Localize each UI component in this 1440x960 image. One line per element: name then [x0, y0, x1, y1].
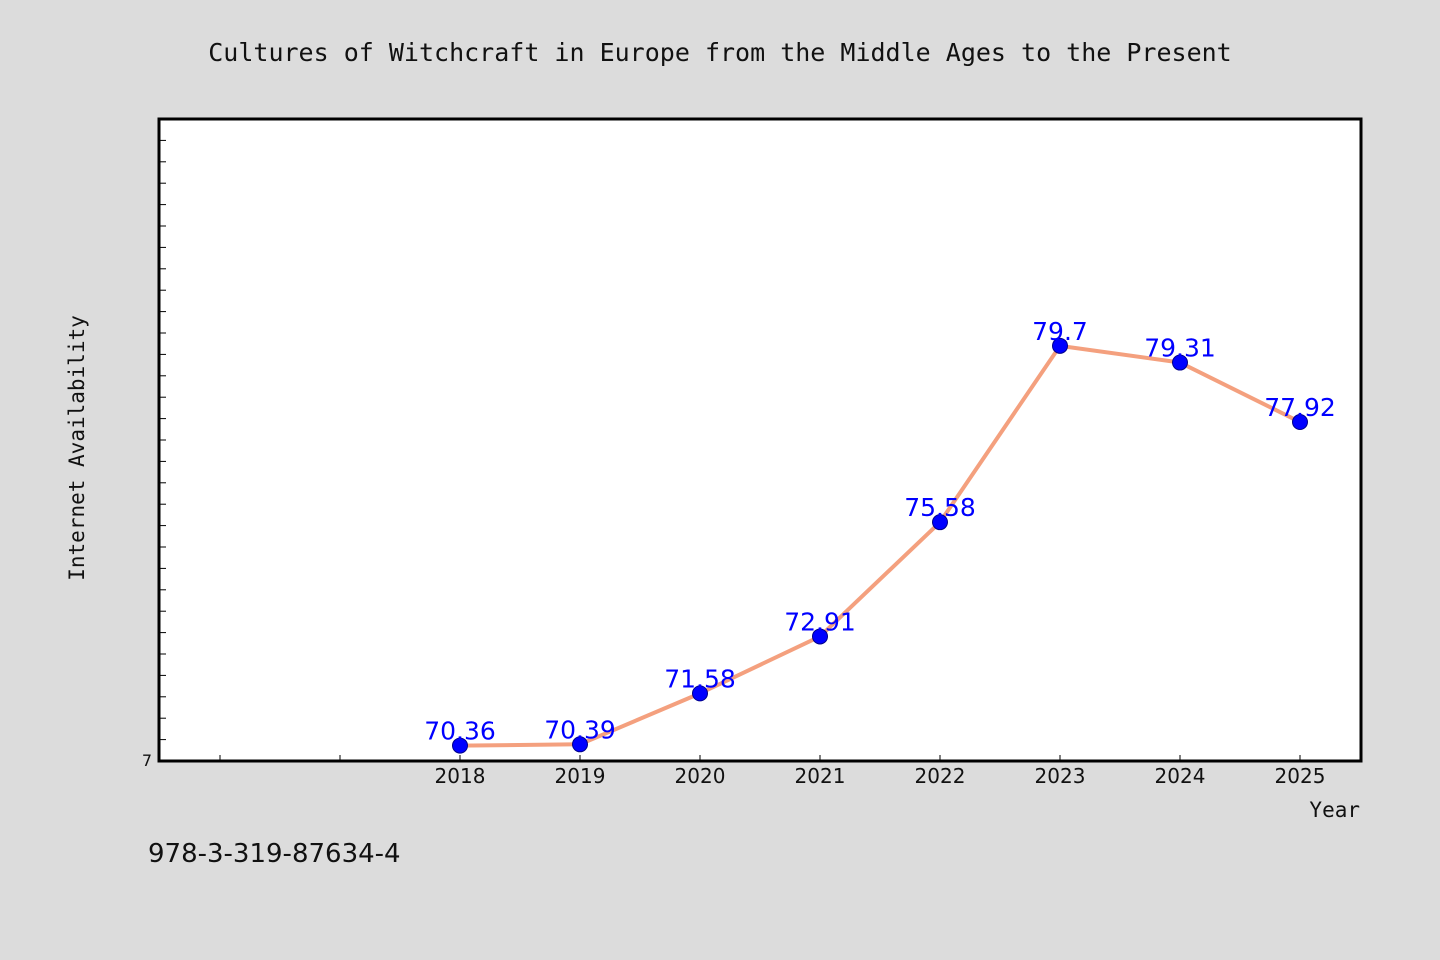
x-tick-label: 2023: [1035, 764, 1086, 788]
data-label: 75.58: [904, 493, 976, 522]
data-point: [572, 736, 588, 753]
data-label: 79.31: [1144, 334, 1216, 363]
data-label: 79.7: [1032, 317, 1088, 346]
data-point: [1292, 414, 1308, 431]
y-axis-min-label: 7: [142, 751, 152, 770]
data-label: 77.92: [1264, 393, 1336, 422]
chart-title: Cultures of Witchcraft in Europe from th…: [208, 38, 1232, 67]
plot-layer: 2018 2019 2020 2021 2022 2023 2024 2025 70.36 70.…: [157, 117, 1363, 788]
data-point: [812, 628, 828, 645]
x-tick-label: 2020: [675, 764, 726, 788]
series-line: [458, 343, 1302, 748]
plot-area: [157, 117, 1363, 763]
data-point: [692, 685, 708, 702]
x-tick-label: 2019: [555, 764, 606, 788]
data-label: 72.91: [784, 607, 856, 636]
x-tick-label: 2018: [435, 764, 486, 788]
data-point: [1172, 354, 1188, 371]
isbn-footer: 978-3-319-87634-4: [148, 839, 401, 869]
x-tick-label: 2024: [1155, 764, 1206, 788]
data-label: 70.39: [544, 715, 616, 744]
x-tick-label: 2022: [915, 764, 966, 788]
x-tick-label: 2025: [1275, 764, 1326, 788]
data-point: [1052, 337, 1068, 354]
y-axis-label: Internet Availability: [65, 315, 89, 581]
x-axis-label: Year: [1309, 798, 1360, 822]
x-tick-label: 2021: [795, 764, 846, 788]
data-point: [932, 514, 948, 531]
data-label: 70.36: [424, 717, 496, 746]
data-label: 71.58: [664, 664, 736, 693]
data-point: [452, 737, 468, 754]
